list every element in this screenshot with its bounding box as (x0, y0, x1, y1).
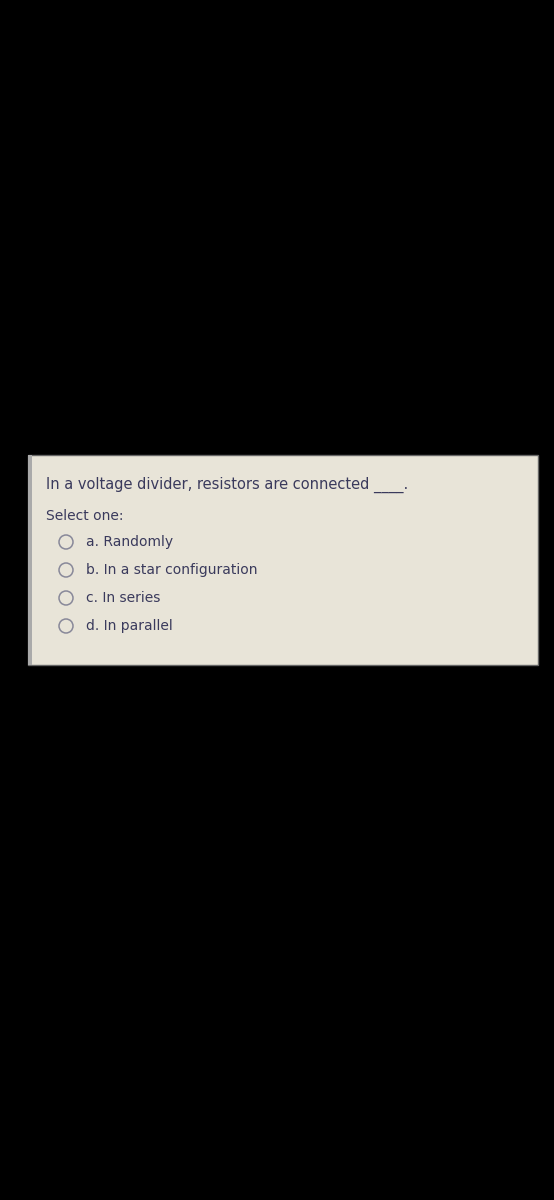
Text: d. In parallel: d. In parallel (86, 619, 173, 634)
Text: a. Randomly: a. Randomly (86, 535, 173, 550)
Text: In a voltage divider, resistors are connected ____.: In a voltage divider, resistors are conn… (46, 476, 408, 493)
FancyBboxPatch shape (28, 455, 538, 665)
Bar (28, 455, 32, 665)
Text: Select one:: Select one: (46, 509, 124, 523)
Text: b. In a star configuration: b. In a star configuration (86, 563, 258, 577)
Text: c. In series: c. In series (86, 590, 160, 605)
